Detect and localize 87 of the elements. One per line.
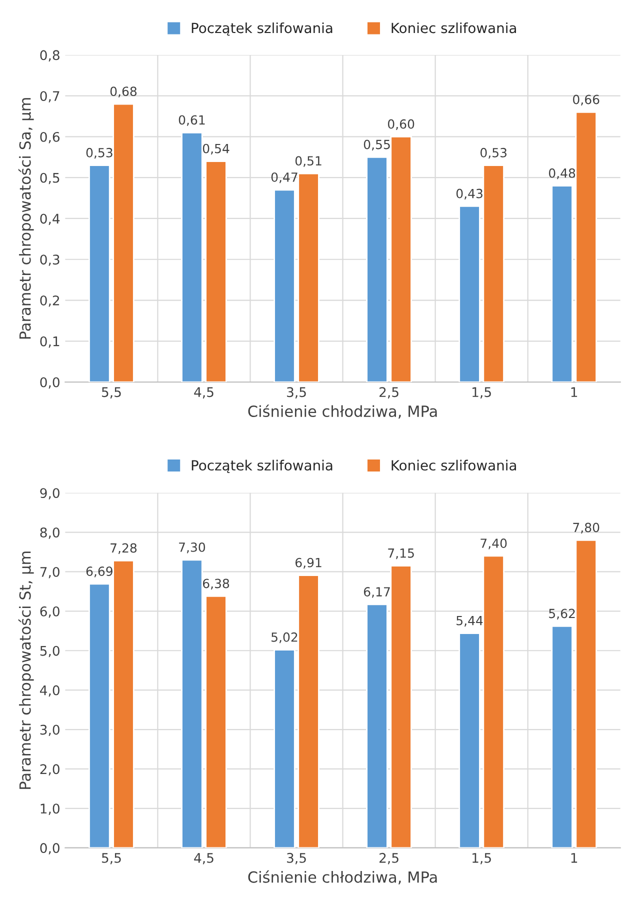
x-tick-label: 3,5 — [287, 387, 306, 398]
y-tick-label: 2,0 — [40, 764, 60, 776]
y-tick-label: 0,4 — [40, 214, 60, 226]
x-tick-label: 4,5 — [194, 387, 214, 398]
bar — [390, 565, 412, 848]
y-tick-label: 0,5 — [40, 172, 60, 184]
bar — [482, 555, 504, 848]
bar — [181, 132, 203, 382]
bar — [274, 189, 296, 382]
x-tick-label: 1,5 — [472, 853, 491, 864]
bar — [575, 539, 597, 848]
data-label: 0,43 — [456, 188, 482, 200]
data-label: 0,66 — [573, 94, 600, 106]
y-tick-label: 4,0 — [40, 685, 60, 697]
data-label: 0,61 — [178, 115, 205, 126]
x-tick-label: 2,5 — [380, 387, 398, 398]
bar — [274, 649, 296, 848]
bar — [88, 164, 110, 382]
y-tick-label: 0,0 — [40, 843, 60, 854]
y-axis-title: Parametr chropowatości St, µm — [18, 552, 34, 789]
y-tick-label: 3,0 — [40, 724, 60, 736]
x-tick-label: 1,5 — [472, 387, 491, 398]
y-axis-title: Parametr chropowatości Sa, µm — [18, 98, 34, 339]
data-label: 0,54 — [202, 144, 230, 155]
data-label: 7,80 — [573, 522, 600, 534]
data-label: 6,69 — [86, 566, 112, 578]
data-label: 5,44 — [456, 616, 483, 627]
data-label: 5,02 — [272, 632, 298, 644]
data-label: 6,91 — [295, 558, 322, 569]
data-label: 0,55 — [364, 140, 390, 150]
y-tick-label: 0,8 — [40, 50, 60, 62]
data-label: 0,47 — [271, 172, 298, 184]
data-label: 0,53 — [86, 148, 112, 159]
bar — [551, 625, 573, 848]
data-label: 7,28 — [110, 543, 137, 554]
data-label: 0,53 — [480, 148, 506, 159]
y-tick-label: 1,0 — [40, 804, 60, 815]
data-label: 7,40 — [480, 538, 507, 550]
bar — [112, 103, 134, 382]
x-tick-label: 2,5 — [380, 852, 398, 864]
legend-label: Koniec szlifowania — [392, 460, 516, 471]
y-tick-label: 0,3 — [40, 254, 60, 266]
bar — [366, 156, 388, 382]
y-tick-label: 0,7 — [40, 91, 60, 102]
bar — [181, 559, 203, 848]
data-label: 6,38 — [202, 578, 230, 590]
x-tick-label: 3,5 — [287, 852, 306, 864]
y-tick-label: 0,6 — [40, 132, 60, 144]
bar — [205, 595, 227, 848]
bar — [482, 164, 504, 382]
y-tick-label: 0,1 — [40, 336, 60, 348]
x-tick-label: 1 — [571, 853, 578, 863]
bar — [88, 583, 110, 848]
x-tick-label: 4,5 — [194, 853, 214, 864]
y-tick-label: 0,2 — [40, 295, 60, 307]
bar — [575, 112, 597, 382]
data-label: 7,30 — [179, 542, 206, 554]
y-tick-label: 8,0 — [40, 528, 60, 539]
bar — [390, 136, 412, 382]
data-label: 6,17 — [364, 587, 390, 598]
y-tick-label: 5,0 — [40, 646, 60, 658]
bar — [458, 632, 480, 848]
legend-label: Początek szlifowania — [192, 22, 332, 36]
x-axis-title: Ciśnienie chłodziwa, MPa — [248, 870, 437, 884]
y-tick-label: 9,0 — [40, 488, 60, 500]
y-tick-label: 0,0 — [40, 377, 60, 389]
legend-label: Koniec szlifowania — [392, 22, 516, 34]
y-tick-label: 6,0 — [40, 606, 60, 618]
data-label: 0,68 — [110, 86, 137, 98]
y-tick-label: 7,0 — [40, 566, 60, 578]
bar — [205, 160, 227, 382]
x-tick-label: 5,5 — [102, 853, 121, 864]
bar — [458, 206, 480, 382]
data-label: 0,51 — [295, 156, 322, 167]
bar — [366, 604, 388, 848]
x-axis-title: Ciśnienie chłodziwa, MPa — [248, 404, 437, 419]
data-label: 5,62 — [549, 608, 575, 620]
data-label: 0,48 — [548, 168, 576, 180]
x-tick-label: 5,5 — [102, 387, 121, 398]
x-tick-label: 1 — [571, 387, 578, 397]
data-label: 0,60 — [388, 119, 414, 130]
bar — [551, 185, 573, 382]
bar — [298, 172, 320, 382]
bar — [298, 574, 320, 848]
data-label: 7,15 — [388, 548, 414, 560]
legend-label: Początek szlifowania — [192, 460, 332, 474]
bar — [112, 560, 134, 848]
